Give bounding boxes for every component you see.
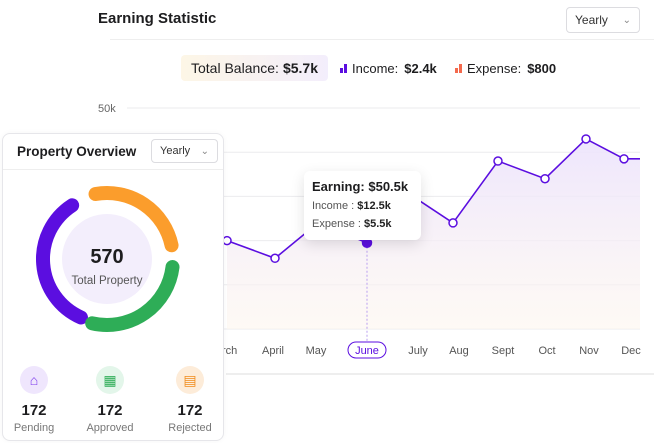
house-clock-icon: ⌂ [20,366,48,394]
donut-segment-rejected [88,186,179,253]
chevron-down-icon: ⌄ [200,145,209,157]
buildings-icon: ▦ [96,366,124,394]
chart-tooltip: Earning: $50.5k Income : $12.5k Expense … [304,171,421,240]
x-tick-label: Dec [621,345,641,357]
buildings-minus-icon: ▤ [176,366,204,394]
total-balance-badge: Total Balance: $5.7k [181,55,328,81]
highlight-pill [347,341,387,359]
x-tick-label: July [408,345,428,357]
tooltip-income-value: $12.5k [357,200,391,212]
stat-value: 172 [21,402,47,419]
x-tick-label: Nov [579,345,599,357]
expense-label: Expense: [467,61,522,76]
data-point-sept[interactable] [493,156,503,166]
income-label: Income: [352,61,399,76]
x-tick-label: Aug [449,345,469,357]
data-point-dec[interactable] [619,154,629,164]
data-point-nov[interactable] [581,134,591,144]
property-overview-card: Property Overview Yearly ⌄ 570 Total Prop… [2,133,224,441]
bar-icon [340,64,348,73]
tooltip-earning-label: Earning: [312,179,365,194]
stat-rejected: ▤ 172 Rejected [155,366,225,434]
total-value: 570 [90,246,123,268]
period-value: Yearly [160,145,191,157]
period-value: Yearly [575,13,608,27]
data-point-march[interactable] [222,235,232,246]
donut-segment-approved [85,260,180,332]
bar-icon [455,64,463,73]
data-point-aug[interactable] [448,218,458,228]
data-point-oct[interactable] [540,173,550,184]
stat-approved: ▦ 172 Approved [75,366,145,434]
tooltip-expense-value: $5.5k [363,218,392,230]
area-fill [227,138,640,329]
y-tick-label: 50k [98,103,116,115]
stat-label: Rejected [168,422,212,434]
total-balance-label: Total Balance: [191,60,279,76]
stat-value: 172 [177,402,203,419]
donut-segment-pending [36,198,88,325]
stat-label: Pending [13,422,55,434]
earning-title: Earning Statistic [98,10,217,27]
expense-value: $800 [527,61,557,76]
x-tick-label: April [262,345,284,357]
tooltip-earning-value: $50.5k [368,179,409,194]
property-period-select[interactable]: Yearly ⌄ [151,139,218,163]
stat-pending: ⌂ 172 Pending [0,366,69,434]
donut-chart: 570 Total Property [36,186,180,332]
expense-legend: Expense: $800 [455,61,556,76]
tooltip-income-label: Income : [312,200,355,212]
stat-value: 172 [97,402,123,419]
donut-center [62,214,152,304]
income-legend: Income: $2.4k [340,61,437,76]
x-tick-label: Oct [538,345,555,357]
divider [110,39,654,40]
data-point-april[interactable] [270,253,280,264]
chevron-down-icon: ⌄ [622,14,631,26]
x-tick-label: Sept [492,345,515,357]
card-title: Property Overview [17,144,137,159]
income-value: $2.4k [404,61,437,76]
earning-period-select[interactable]: Yearly ⌄ [566,7,640,33]
divider [3,169,223,170]
total-balance-value: $5.7k [282,60,318,76]
tooltip-expense-label: Expense : [312,218,361,230]
x-tick-label: June [355,345,379,357]
x-tick-label: May [306,345,327,357]
stat-label: Approved [86,422,134,434]
total-label: Total Property [72,275,143,287]
